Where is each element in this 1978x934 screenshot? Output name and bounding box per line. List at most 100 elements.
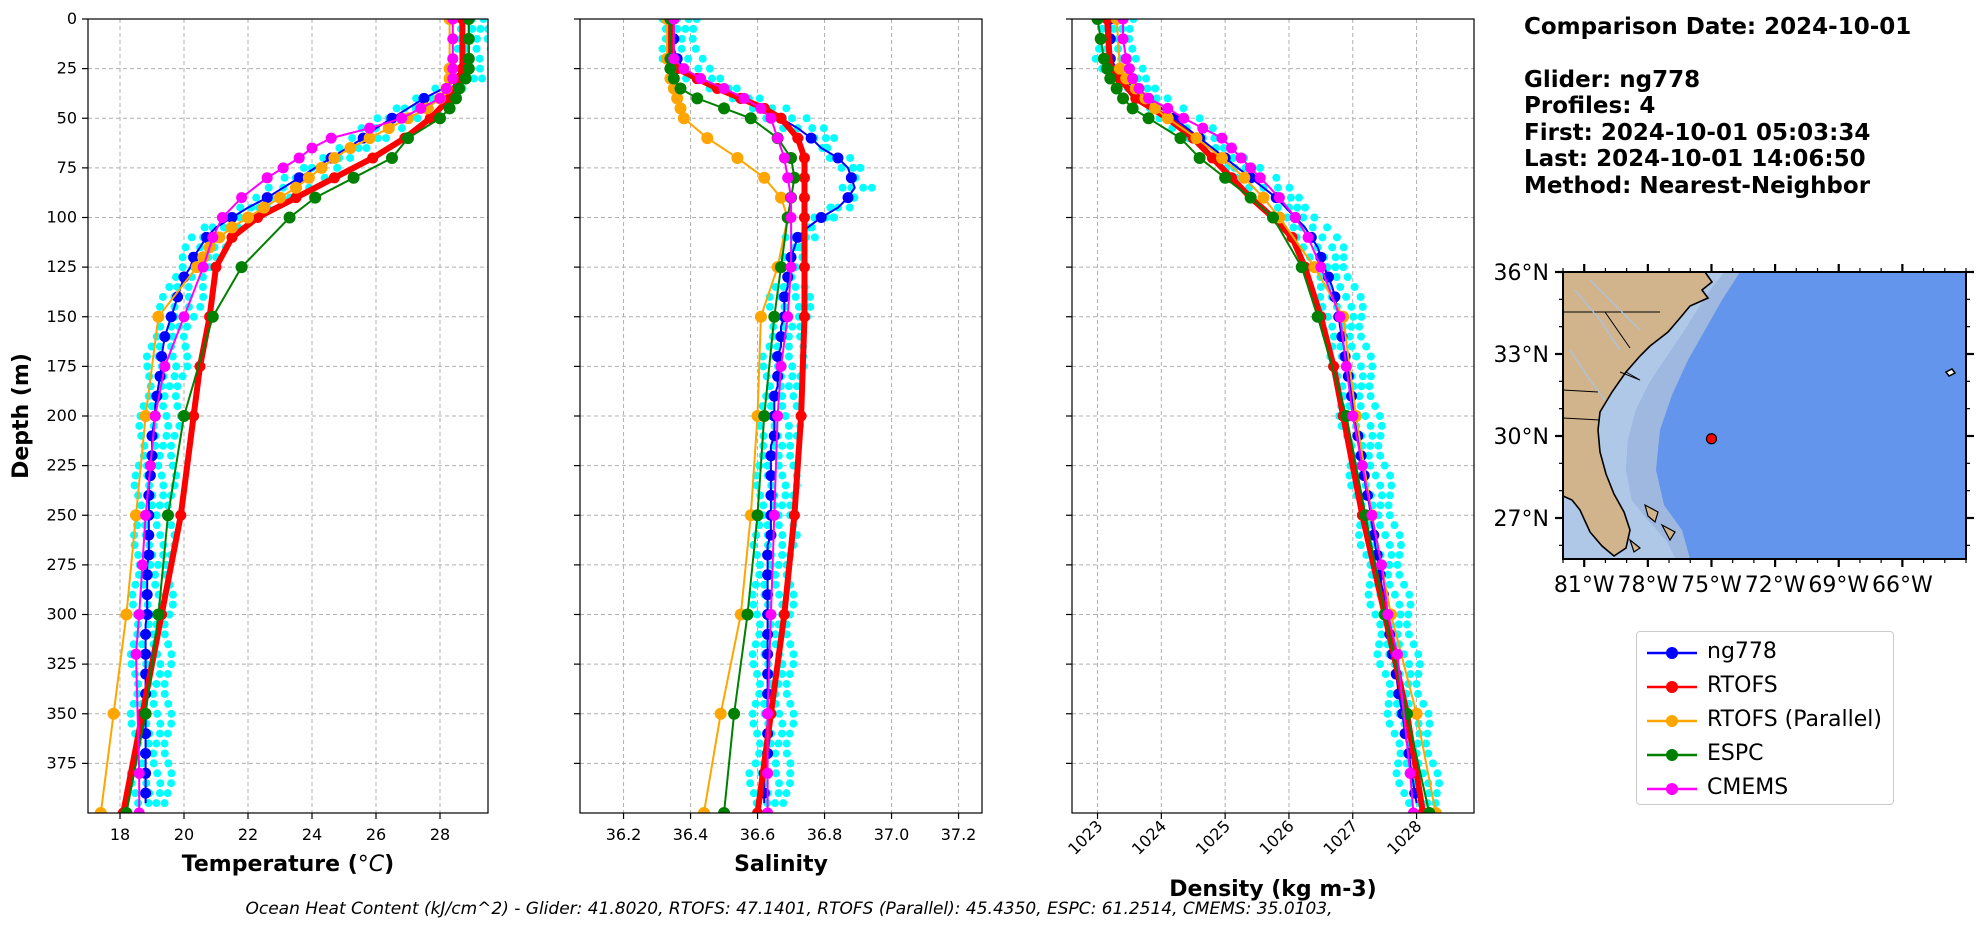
raw-point [856, 163, 865, 172]
series-point [1101, 62, 1114, 75]
raw-point [1273, 183, 1282, 192]
raw-point [157, 471, 166, 480]
axes-frame [1071, 18, 1475, 814]
raw-point [777, 729, 786, 738]
raw-point [1383, 570, 1392, 579]
raw-point [788, 372, 797, 381]
raw-point [1163, 94, 1172, 103]
raw-point [788, 322, 797, 331]
series-point [141, 589, 153, 601]
raw-point [677, 34, 686, 43]
series-point [762, 767, 774, 779]
raw-point [167, 441, 176, 450]
raw-point [763, 521, 772, 530]
raw-point [167, 451, 176, 460]
raw-point [778, 392, 787, 401]
raw-point [1387, 550, 1396, 559]
x-axis-label: Salinity [734, 852, 828, 877]
series-point [141, 609, 153, 620]
raw-point [160, 739, 169, 748]
raw-point [774, 521, 783, 530]
series-point [402, 132, 414, 145]
series-point [1315, 261, 1327, 273]
raw-point [789, 719, 798, 728]
y-tick-label: 25 [57, 59, 77, 78]
series-point [1215, 151, 1228, 164]
x-tick-label: 1027 [1319, 816, 1361, 858]
raw-point [129, 699, 138, 708]
series-point [1356, 460, 1368, 472]
raw-point [762, 372, 771, 381]
series-point [752, 807, 764, 813]
raw-point [782, 104, 791, 113]
raw-point [759, 501, 768, 510]
raw-point [1385, 491, 1394, 500]
series-point [207, 231, 219, 243]
x-tick-label: 36.4 [673, 825, 709, 844]
y-tick-label: 75 [57, 158, 77, 177]
series-point [785, 192, 797, 204]
series-point [1257, 191, 1270, 204]
raw-point [1365, 382, 1374, 391]
raw-point [1387, 481, 1396, 490]
raw-point [1376, 620, 1385, 629]
raw-point [152, 799, 161, 808]
raw-point [1396, 541, 1405, 550]
raw-point [1409, 640, 1418, 649]
raw-point [160, 679, 169, 688]
raw-point [1425, 719, 1434, 728]
series-point [206, 310, 219, 323]
raw-point [1385, 580, 1394, 589]
raw-point [1356, 332, 1365, 341]
raw-point [751, 699, 760, 708]
series-point [162, 509, 174, 522]
raw-point [167, 709, 176, 718]
legend-label: ESPC [1707, 741, 1764, 766]
x-tick-label: 37.2 [941, 825, 977, 844]
raw-point [748, 650, 757, 659]
series-point [1127, 73, 1139, 85]
series-point [159, 360, 171, 372]
raw-point [397, 124, 406, 133]
raw-point [147, 501, 156, 510]
raw-point [1376, 451, 1385, 460]
series-point [1302, 231, 1314, 243]
raw-point [483, 34, 488, 43]
raw-point [490, 55, 498, 63]
series-point [718, 102, 731, 115]
raw-point [781, 491, 790, 500]
raw-point [1395, 779, 1404, 788]
raw-point [335, 144, 344, 153]
series-point [678, 63, 690, 75]
raw-point [771, 580, 780, 589]
raw-point [172, 362, 181, 371]
raw-point [1386, 689, 1395, 698]
series-point [768, 390, 780, 402]
raw-point [1091, 54, 1100, 63]
series-point [765, 470, 777, 482]
raw-point [134, 799, 143, 808]
series-point [1311, 310, 1324, 323]
series-point [290, 192, 302, 204]
raw-point [766, 402, 775, 411]
series-point [120, 807, 133, 813]
raw-point [753, 729, 762, 738]
raw-point [778, 531, 787, 540]
series-point [226, 212, 238, 223]
series-point [695, 73, 707, 85]
series-point [782, 311, 794, 323]
series-point [178, 410, 190, 422]
raw-point [1386, 471, 1395, 480]
raw-point [786, 699, 795, 708]
series-point [1347, 410, 1359, 422]
raw-point [469, 74, 478, 83]
series-point [664, 62, 677, 75]
raw-point [362, 144, 371, 153]
raw-point [167, 521, 176, 530]
raw-point [134, 679, 143, 688]
series-point [152, 310, 165, 323]
x-tick-label: 24 [302, 825, 322, 844]
series-point [143, 529, 155, 541]
raw-point [784, 382, 793, 391]
series-point [798, 172, 810, 184]
